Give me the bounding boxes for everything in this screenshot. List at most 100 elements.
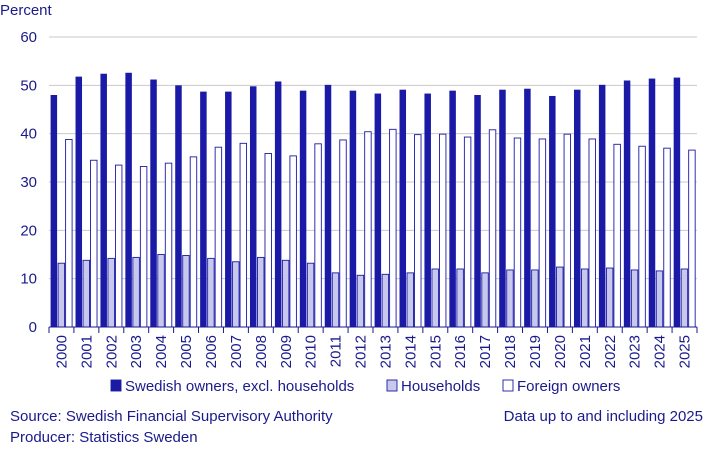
x-tick-label: 2010 [303,335,320,368]
x-tick-label: 2022 [602,335,619,368]
bar-swedish-owners [474,95,481,327]
bar-swedish-owners [200,91,207,327]
y-tick-label: 60 [20,29,37,46]
bar-foreign-owners [264,153,272,328]
x-tick-label: 2018 [502,335,519,368]
x-tick-label: 2021 [577,335,594,368]
bar-swedish-owners [175,85,182,327]
bar-foreign-owners [438,133,447,328]
bar-swedish-owners [673,77,681,327]
y-tick-label: 10 [20,271,37,288]
legend-swatch [502,379,514,392]
x-tick-label: 2003 [128,335,145,368]
bar-households [431,268,439,328]
bar-foreign-owners [339,139,347,328]
bar-swedish-owners [50,95,58,327]
bar-swedish-owners [449,90,456,328]
x-tick-label: 2001 [78,335,95,368]
bar-households [57,262,66,328]
bar-foreign-owners [488,129,497,328]
bar-swedish-owners [648,78,656,327]
bar-households [107,257,115,328]
bar-households [232,261,240,328]
x-tick-label: 2024 [652,335,669,368]
bar-swedish-owners [499,89,506,327]
bar-foreign-owners [189,156,198,328]
bar-foreign-owners [414,134,422,328]
bar-swedish-owners [424,93,431,327]
bar-swedish-owners [573,89,581,327]
bar-households [630,269,639,328]
bar-households [82,259,90,328]
legend-swatch [386,379,398,392]
bar-households [506,269,514,328]
bar-foreign-owners [688,149,696,328]
x-tick-label: 2025 [677,335,694,368]
legend-swatch [110,379,122,392]
x-axis-ticks: 2000 2001 2002 2003 2004 2005 2006 2007 2008 2009… [48,327,698,368]
bar-households [605,267,614,328]
bar-swedish-owners [524,88,531,327]
x-tick-label: 2012 [353,335,370,368]
bar-households [381,273,390,328]
bar-foreign-owners [638,145,646,328]
bar-households [132,256,140,328]
bar-swedish-owners [299,90,307,328]
x-tick-label: 2006 [203,335,220,368]
bars [50,72,696,328]
bar-swedish-owners [374,93,382,327]
x-tick-label: 2007 [228,335,245,368]
x-tick-label: 2020 [552,335,569,368]
source-text: Source: Swedish Financial Supervisory Au… [10,408,333,425]
bar-households [531,269,539,328]
bar-households [406,272,414,328]
bar-foreign-owners [214,146,223,328]
bar-foreign-owners [139,166,148,328]
y-tick-label: 20 [20,222,37,239]
bar-swedish-owners [598,84,606,327]
x-tick-label: 2016 [452,335,469,368]
bar-households [680,268,689,328]
bar-swedish-owners [399,89,407,327]
bar-households [331,272,340,328]
legend: Swedish owners, excl. households Househol… [110,378,620,395]
bar-households [281,259,290,328]
bar-households [182,255,190,328]
bar-swedish-owners [75,76,83,327]
bar-foreign-owners [663,147,671,328]
bar-foreign-owners [289,155,297,328]
bar-foreign-owners [164,162,173,328]
bar-households [207,257,215,328]
bar-foreign-owners [389,128,397,328]
bar-swedish-owners [100,73,107,327]
legend-label: Households [401,378,480,395]
bar-foreign-owners [513,137,522,328]
x-tick-label: 2011 [328,335,345,367]
bar-swedish-owners [125,72,132,328]
x-tick-label: 2008 [253,335,270,368]
bar-foreign-owners [364,131,372,328]
bar-foreign-owners [314,143,322,328]
bar-households [456,268,464,328]
bar-foreign-owners [538,138,547,328]
y-tick-label: 0 [29,319,37,336]
bar-households [157,254,165,328]
bar-households [356,274,365,328]
bar-swedish-owners [623,80,631,327]
y-axis-label: Percent [0,2,53,19]
bar-households [306,262,315,328]
x-tick-label: 2017 [477,335,494,368]
x-tick-label: 2009 [278,335,295,368]
bar-households [257,256,265,328]
bar-swedish-owners [324,84,332,327]
bar-swedish-owners [225,91,232,327]
bar-foreign-owners [613,143,621,328]
x-tick-label: 2005 [178,335,195,368]
bar-swedish-owners [549,95,556,327]
x-tick-label: 2004 [153,335,170,368]
bar-households [556,266,564,328]
bar-foreign-owners [588,138,596,328]
bar-foreign-owners [239,142,248,328]
bar-households [581,268,589,328]
